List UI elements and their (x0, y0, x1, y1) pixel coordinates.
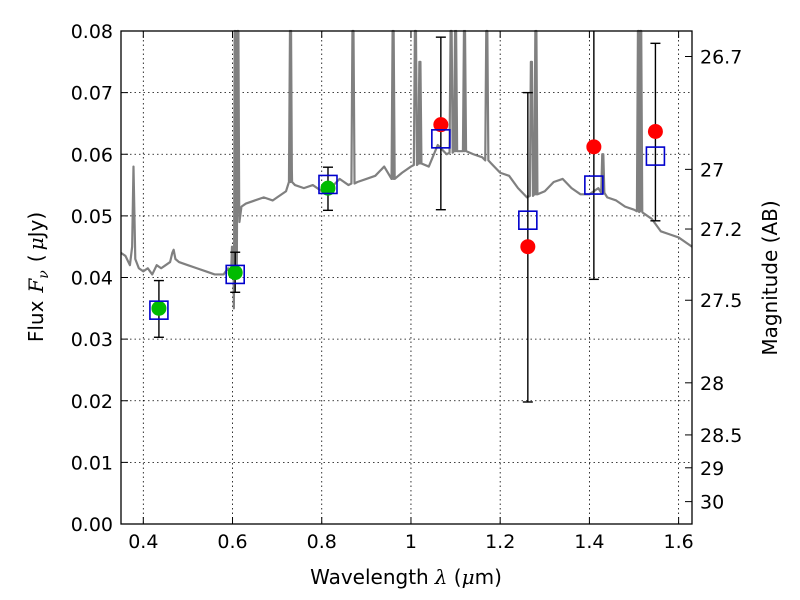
y2-tick-label: 26.7 (700, 46, 742, 68)
red-point (433, 117, 449, 133)
green-point (227, 265, 243, 281)
y-tick-label: 0.04 (71, 268, 113, 290)
y2-tick-label: 28.5 (700, 425, 742, 447)
y2-tick-label: 28 (700, 373, 724, 395)
y2-tick-label: 29 (700, 458, 724, 480)
x-tick-label: 1.6 (664, 531, 694, 553)
open-square-marker (149, 300, 169, 320)
x-tick-label: 1 (405, 531, 417, 553)
y-tick-label: 0.03 (71, 329, 113, 351)
y-tick-label: 0.00 (71, 514, 113, 536)
open-square-marker (518, 210, 538, 230)
open-square-marker (318, 174, 338, 195)
x-tick-label: 0.4 (128, 531, 158, 553)
axis-ticks: 0.4 0.6 0.8 1 1.2 1.4 1.6 0.00 0.01 0.02 0.03 0.04 0… (71, 21, 743, 553)
red-point (520, 239, 536, 255)
red-point (647, 123, 663, 139)
green-point (151, 300, 167, 316)
y2-tick-label: 30 (700, 492, 724, 514)
y-tick-label: 0.05 (71, 206, 113, 228)
x-axis-label: Wavelength λ (μm) (310, 565, 502, 589)
green-point (320, 180, 336, 196)
y2-axis-label: Magnitude (AB) (758, 200, 782, 355)
y2-tick-label: 27 (700, 159, 724, 181)
grid (121, 30, 692, 525)
open-squares (149, 129, 666, 320)
y2-tick-label: 27.5 (700, 290, 742, 312)
red-point (586, 139, 602, 155)
x-tick-label: 0.6 (217, 531, 247, 553)
filled-points (151, 117, 663, 316)
open-square-marker (645, 146, 666, 166)
x-tick-label: 0.8 (307, 531, 337, 553)
open-square-marker (431, 129, 451, 149)
y-tick-label: 0.07 (71, 83, 113, 105)
y-tick-label: 0.02 (71, 391, 113, 413)
y-tick-label: 0.01 (71, 452, 113, 474)
x-tick-label: 1.2 (485, 531, 515, 553)
y-tick-label: 0.08 (71, 21, 113, 43)
y-axis-label: FluxFν(μJy) (24, 212, 52, 342)
y2-tick-label: 27.2 (700, 219, 742, 241)
open-square-marker (584, 175, 604, 195)
y-tick-label: 0.06 (71, 144, 113, 166)
x-tick-label: 1.4 (574, 531, 604, 553)
open-square-marker (225, 264, 245, 285)
